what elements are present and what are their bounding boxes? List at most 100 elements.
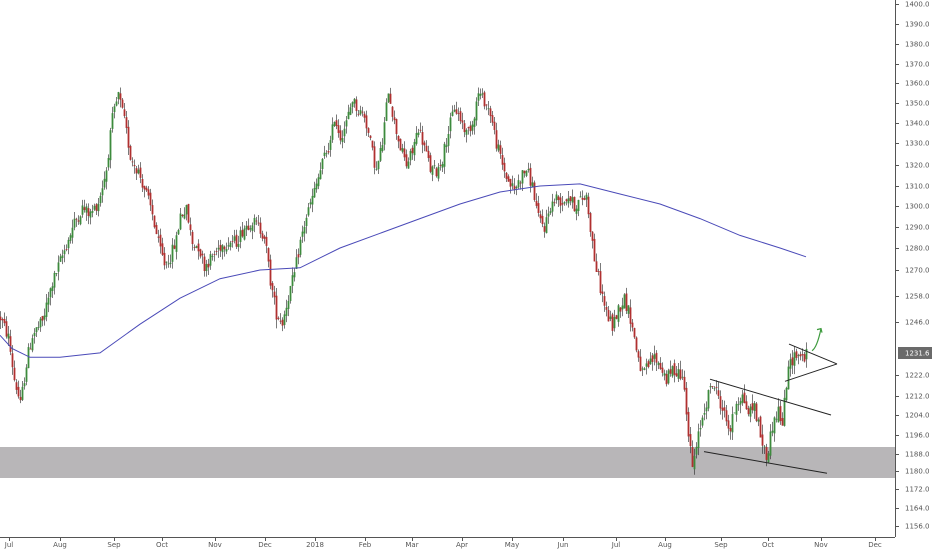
candle-body — [11, 353, 14, 368]
candle-body — [529, 167, 532, 186]
candle-body — [307, 207, 310, 216]
candle — [369, 135, 372, 141]
candle — [583, 195, 586, 201]
candle — [307, 203, 310, 217]
trendline-channel-upper[interactable] — [709, 378, 832, 416]
candle-body — [317, 177, 320, 187]
candle — [63, 244, 66, 263]
candle — [533, 180, 536, 202]
candle-body — [711, 386, 714, 388]
candle — [109, 127, 112, 169]
candle-body — [143, 185, 146, 190]
y-tick-label: 1156.0 — [905, 523, 930, 531]
candle — [549, 207, 552, 215]
candle — [139, 162, 142, 184]
trendline-pennant-lower[interactable] — [784, 363, 838, 382]
x-tick-label: Sep — [714, 541, 728, 549]
candle-body — [567, 198, 570, 204]
candle-body — [693, 455, 696, 470]
candle — [281, 317, 284, 332]
candle — [801, 348, 804, 362]
candle-body — [669, 369, 672, 374]
candle-body — [275, 295, 278, 320]
candle-body — [485, 104, 488, 106]
candle — [805, 342, 808, 368]
candle-body — [271, 283, 274, 291]
candle-body — [155, 224, 158, 235]
x-tick-label: Jul — [4, 541, 14, 549]
candle — [621, 297, 624, 317]
x-axis[interactable]: Jul Aug Sep Oct Nov Dec 2018 Feb Mar Apr May Jun Jul… — [4, 537, 882, 549]
candle — [69, 233, 72, 244]
candle — [119, 87, 122, 108]
candle — [233, 229, 236, 244]
candle-body — [507, 176, 510, 182]
candle-body — [183, 214, 186, 219]
candle — [469, 121, 472, 137]
candle-body — [387, 93, 390, 103]
candle-body — [15, 382, 18, 390]
candle — [637, 349, 640, 362]
candle-body — [687, 411, 690, 437]
candle-body — [383, 122, 386, 145]
candle-body — [33, 332, 36, 337]
candle-body — [327, 151, 330, 153]
candle — [355, 96, 358, 117]
candle-body — [707, 390, 710, 409]
candle-body — [787, 366, 790, 390]
candle-body — [723, 407, 726, 411]
candle — [447, 126, 450, 153]
candle — [795, 348, 798, 361]
candle — [179, 207, 182, 231]
candle-body — [35, 327, 38, 333]
candle — [541, 209, 544, 228]
y-axis[interactable]: 1400.0 1390.0 1380.0 1370.0 1360.0 1350.0 1340… — [895, 1, 930, 531]
trendline-channel-lower[interactable] — [703, 451, 828, 474]
candle-body — [113, 106, 116, 113]
candle — [191, 229, 194, 251]
candle — [675, 366, 678, 377]
candle-body — [637, 351, 640, 358]
candle — [719, 390, 722, 415]
candle-body — [153, 215, 156, 228]
candle — [527, 162, 530, 173]
candle — [655, 350, 658, 371]
candle — [353, 97, 356, 108]
x-tick-label: Nov — [814, 541, 828, 549]
candle — [41, 315, 44, 327]
trendline-pennant-upper[interactable] — [788, 343, 838, 365]
up-arrow-annotation[interactable] — [811, 327, 823, 352]
candle — [705, 401, 708, 420]
candle — [399, 138, 402, 151]
candle-body — [657, 362, 660, 366]
candle — [667, 368, 670, 385]
candle-body — [589, 213, 592, 232]
candle-body — [409, 150, 412, 161]
candle-body — [799, 354, 802, 357]
candle — [7, 325, 10, 346]
y-tick-label: 1164.0 — [905, 505, 930, 513]
candle — [453, 104, 456, 113]
candle-body — [259, 222, 262, 234]
candle — [111, 106, 114, 133]
candle-body — [3, 318, 6, 324]
candle — [445, 137, 448, 153]
candle-body — [727, 420, 730, 429]
candle-body — [137, 169, 140, 174]
candle — [377, 160, 380, 175]
candle-body — [205, 264, 208, 272]
candle — [135, 166, 138, 180]
candle — [209, 250, 212, 270]
candle — [499, 140, 502, 159]
candle-body — [539, 214, 542, 219]
candle-body — [7, 333, 10, 339]
candle — [685, 382, 688, 422]
candle — [417, 128, 420, 138]
candle-body — [349, 107, 352, 115]
candle — [459, 107, 462, 125]
candle — [633, 327, 636, 339]
candle — [645, 358, 648, 375]
candle — [327, 142, 330, 155]
candle-body — [101, 188, 104, 196]
